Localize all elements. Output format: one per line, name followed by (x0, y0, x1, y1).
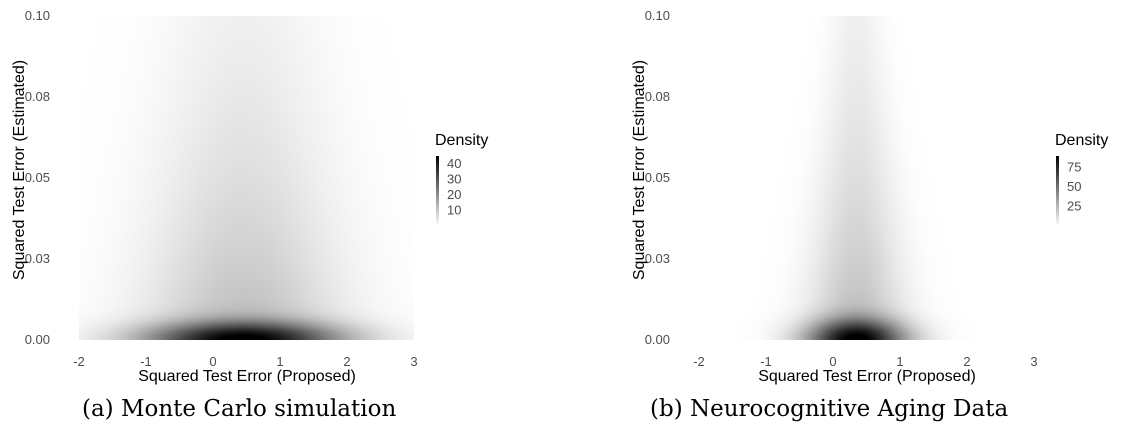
legend-tick-label: 20 (447, 187, 461, 202)
y-tick-label: 0.03 (25, 251, 50, 266)
figure-caption-a: (a) Monte Carlo simulation (82, 396, 397, 422)
density-heatmap-a: 0.00 0.03 0.05 0.08 0.10 -2 -1 0 1 2 3 Squared Test… (11, 8, 488, 385)
x-tick-label: 2 (343, 354, 350, 369)
y-axis-title: Squared Test Error (Estimated) (11, 60, 28, 280)
x-tick-label: 0 (209, 354, 216, 369)
y-tick-label: 0.00 (25, 332, 50, 347)
y-tick-label: 0.08 (645, 89, 670, 104)
x-tick-label: -2 (693, 354, 705, 369)
y-tick-label: 0.10 (25, 8, 50, 23)
x-axis-title: Squared Test Error (Proposed) (138, 368, 356, 385)
y-axis-title: Squared Test Error (Estimated) (631, 60, 648, 280)
density-raster (79, 16, 414, 340)
y-tick-label: 0.03 (645, 251, 670, 266)
legend-title: Density (1055, 132, 1108, 149)
legend-tick-label: 10 (447, 202, 461, 217)
legend-tick-label: 75 (1067, 160, 1081, 175)
legend-colorbar (1056, 156, 1059, 226)
x-tick-label: 1 (896, 354, 903, 369)
density-raster (699, 16, 1034, 340)
chart-panel-a: 0.00 0.03 0.05 0.08 0.10 -2 -1 0 1 2 3 Squared Test… (0, 0, 560, 437)
x-tick-label: -1 (760, 354, 772, 369)
legend-tick-label: 50 (1067, 179, 1081, 194)
y-tick-label: 0.10 (645, 8, 670, 23)
y-tick-label: 0.05 (645, 170, 670, 185)
legend-tick-label: 40 (447, 156, 461, 171)
density-heatmap-b: 0.00 0.03 0.05 0.08 0.10 -2 -1 0 1 2 3 Squared Test… (631, 8, 1108, 385)
x-tick-label: -2 (73, 354, 85, 369)
x-tick-label: 2 (963, 354, 970, 369)
legend-tick-label: 30 (447, 171, 461, 186)
y-tick-label: 0.05 (25, 170, 50, 185)
legend-title: Density (435, 132, 488, 149)
legend-tick-label: 25 (1067, 199, 1081, 214)
x-tick-label: 0 (829, 354, 836, 369)
y-tick-label: 0.08 (25, 89, 50, 104)
x-tick-label: 1 (276, 354, 283, 369)
x-tick-label: 3 (1030, 354, 1037, 369)
x-axis-title: Squared Test Error (Proposed) (758, 368, 976, 385)
chart-panel-b: 0.00 0.03 0.05 0.08 0.10 -2 -1 0 1 2 3 Squared Test… (620, 0, 1123, 437)
y-tick-label: 0.00 (645, 332, 670, 347)
figure-caption-b: (b) Neurocognitive Aging Data (650, 396, 1009, 422)
legend-colorbar (436, 156, 439, 226)
x-tick-label: -1 (140, 354, 152, 369)
x-tick-label: 3 (410, 354, 417, 369)
